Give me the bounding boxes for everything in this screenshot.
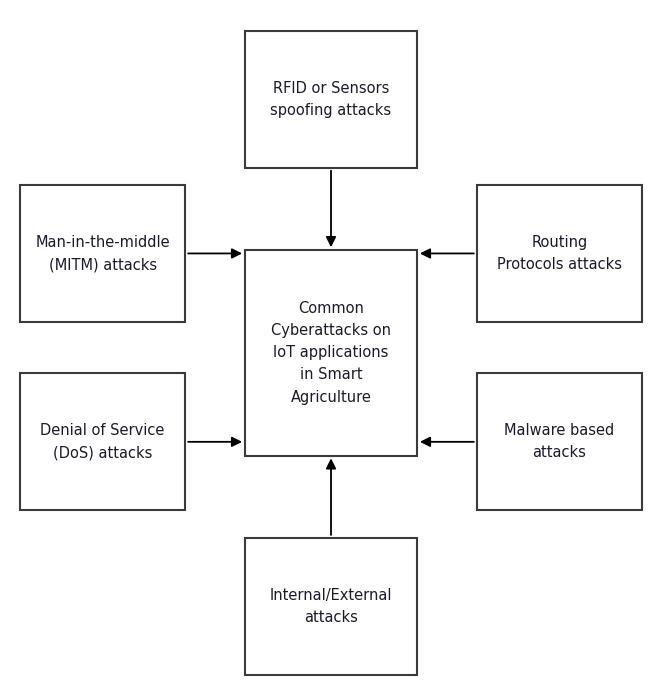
FancyBboxPatch shape [20,185,185,322]
FancyBboxPatch shape [245,31,417,168]
Text: Routing
Protocols attacks: Routing Protocols attacks [497,235,622,272]
FancyBboxPatch shape [20,373,185,510]
FancyBboxPatch shape [477,373,642,510]
Text: Malware based
attacks: Malware based attacks [504,423,614,460]
Text: RFID or Sensors
spoofing attacks: RFID or Sensors spoofing attacks [271,81,391,118]
Text: Denial of Service
(DoS) attacks: Denial of Service (DoS) attacks [40,423,165,460]
FancyBboxPatch shape [245,250,417,456]
Text: Internal/External
attacks: Internal/External attacks [269,588,393,625]
Text: Common
Cyberattacks on
IoT applications
in Smart
Agriculture: Common Cyberattacks on IoT applications … [271,301,391,405]
Text: Man-in-the-middle
(MITM) attacks: Man-in-the-middle (MITM) attacks [35,235,170,272]
FancyBboxPatch shape [245,538,417,675]
FancyBboxPatch shape [477,185,642,322]
